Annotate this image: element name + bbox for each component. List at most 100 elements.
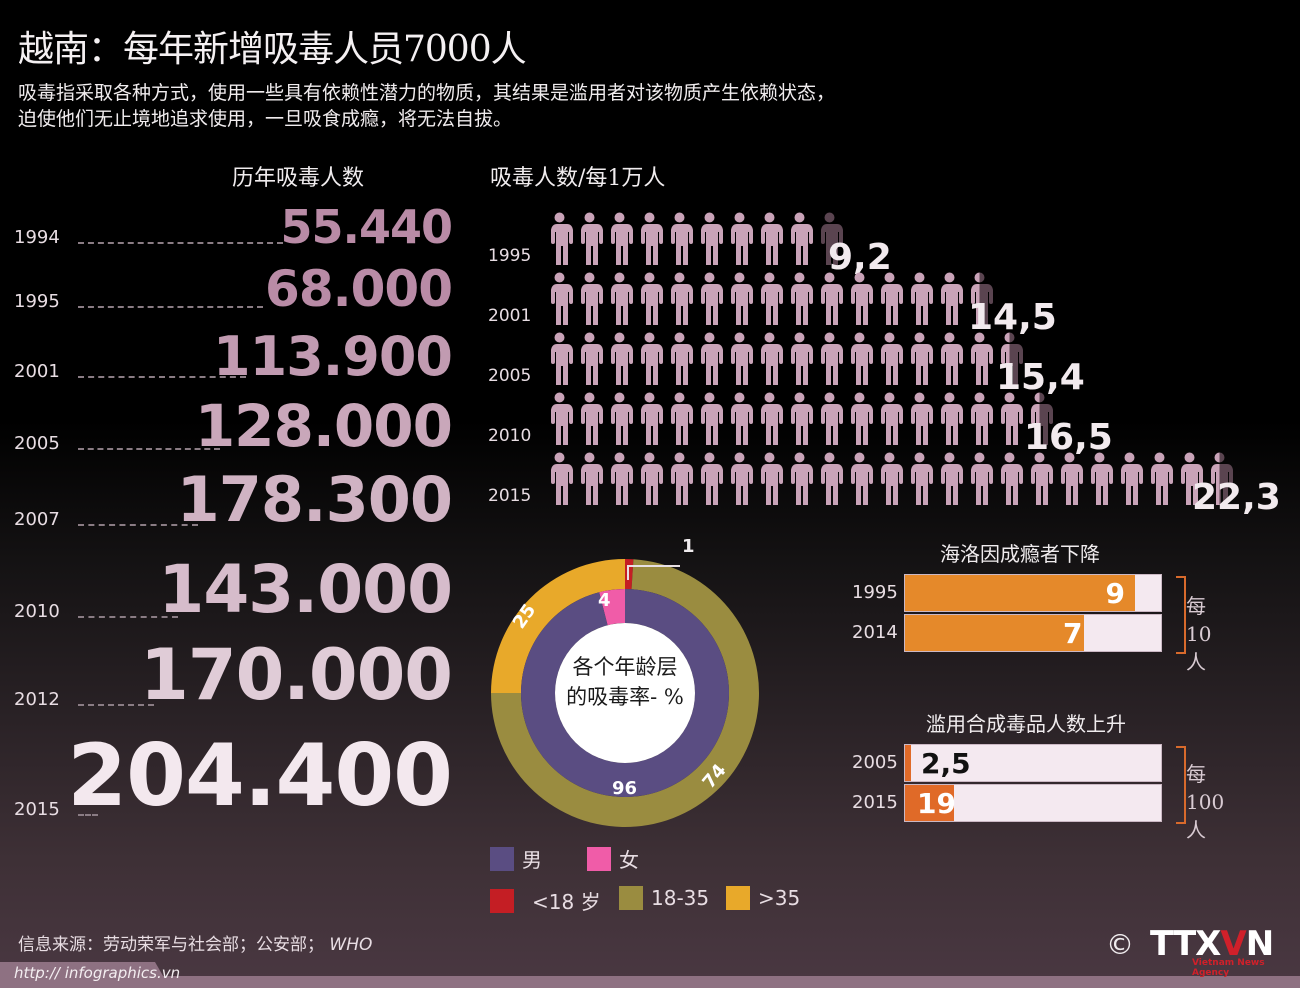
source-label: 信息来源：劳动荣军与社会部；公安部； [18, 935, 324, 955]
person-icon [971, 272, 993, 325]
donut-center-text: 各个年龄层 的吸毒率- % [555, 652, 695, 712]
per10k-row: 2001 14,5 [488, 266, 1298, 338]
bar-year: 2014 [852, 622, 898, 643]
year-label: 1995 [14, 291, 60, 312]
legend-18-35-label: 18-35 [651, 886, 710, 910]
bar-year: 1995 [852, 582, 898, 603]
total-value: 55.440 [280, 200, 453, 254]
person-icon [761, 452, 783, 505]
year-label: 2015 [488, 486, 532, 506]
person-icon [851, 272, 873, 325]
person-icon [551, 212, 573, 265]
person-icon [701, 272, 723, 325]
person-icon [551, 452, 573, 505]
year-label: 2001 [14, 361, 60, 382]
people-icons [546, 332, 1023, 386]
synthetic-unit: 每 100人 [1186, 760, 1224, 844]
person-icon [671, 392, 693, 445]
bar-fill [905, 785, 954, 821]
person-icon [971, 392, 993, 445]
person-icon [731, 272, 753, 325]
total-value: 128.000 [194, 392, 453, 460]
logo-subtitle: Vietnam News Agency [1192, 958, 1265, 978]
bracket [1176, 746, 1186, 824]
leader-dots [78, 306, 263, 308]
person-icon [881, 392, 903, 445]
person-icon [551, 272, 573, 325]
bar-fill [905, 745, 912, 781]
donut-center-line-1: 各个年龄层 [572, 655, 678, 679]
bar-value: 7 [1063, 617, 1083, 650]
page-title: 越南：每年新增吸毒人员7000人 [18, 29, 527, 70]
legend-male: 男 [490, 844, 542, 873]
person-icon [761, 332, 783, 385]
description-line-2: 迫使他们无止境地追求使用，一旦吸食成瘾，将无法自拔。 [18, 108, 513, 130]
person-icon [881, 272, 903, 325]
person-icon [911, 332, 933, 385]
person-icon [971, 452, 993, 505]
totals-row: 2010 143.000 [14, 551, 453, 628]
legend-over35: >35 [726, 886, 800, 910]
person-icon [1031, 452, 1053, 505]
person-icon [881, 452, 903, 505]
person-icon [701, 212, 723, 265]
logo-ttx: TTX [1150, 924, 1221, 964]
year-label: 2012 [14, 689, 60, 710]
year-label: 1994 [14, 227, 60, 248]
per10k-row: 1995 9,2 [488, 206, 1298, 278]
website-link[interactable]: http:// infographics.vn [14, 964, 181, 982]
person-icon [941, 392, 963, 445]
rate-value: 22,3 [1192, 477, 1281, 518]
donut-center-line-2: 的吸毒率- % [566, 685, 684, 709]
person-icon [671, 452, 693, 505]
per10k-row: 2010 16,5 [488, 386, 1298, 458]
person-icon [851, 452, 873, 505]
person-icon [581, 452, 603, 505]
person-icon [731, 212, 753, 265]
person-icon [581, 272, 603, 325]
person-icon [791, 272, 813, 325]
unit-line-2: 10人 [1186, 622, 1212, 674]
year-label: 2015 [14, 799, 60, 820]
person-icon [821, 212, 843, 265]
person-icon [1151, 452, 1173, 505]
person-icon [1031, 392, 1053, 445]
person-icon [791, 212, 813, 265]
leader-dots [78, 616, 178, 618]
totals-row: 2005 128.000 [14, 392, 453, 460]
person-icon [641, 212, 663, 265]
totals-row: 1994 55.440 [14, 188, 453, 254]
leader-dots [78, 448, 220, 450]
source-text: 信息来源：劳动荣军与社会部；公安部； WHO [18, 930, 372, 955]
under18-callout-label: 1 [682, 536, 695, 557]
leader-dots [78, 814, 98, 816]
person-icon [791, 332, 813, 385]
rate-value: 9,2 [828, 237, 892, 278]
person-icon [611, 392, 633, 445]
unit-line-1: 每 [1186, 762, 1206, 786]
person-icon [641, 272, 663, 325]
leader-dots [78, 242, 283, 244]
legend-under18: <18 岁 [490, 886, 601, 915]
person-icon [731, 392, 753, 445]
person-icon [911, 452, 933, 505]
person-icon [761, 392, 783, 445]
ttxvn-logo: TTXVN [1150, 924, 1274, 964]
people-icons [546, 392, 1053, 446]
bar-value: 19 [917, 787, 956, 820]
bar-track: 19 [904, 784, 1162, 822]
bar-track: 2,5 [904, 744, 1162, 782]
person-icon [941, 272, 963, 325]
person-icon [761, 212, 783, 265]
person-icon [821, 392, 843, 445]
person-icon [611, 212, 633, 265]
total-value: 204.400 [67, 726, 453, 826]
logo-v: V [1220, 924, 1246, 964]
over35-swatch [726, 886, 750, 910]
person-icon [671, 272, 693, 325]
person-icon [641, 332, 663, 385]
male-swatch [490, 846, 514, 871]
person-icon [1001, 392, 1023, 445]
person-icon [671, 332, 693, 385]
person-icon [611, 332, 633, 385]
